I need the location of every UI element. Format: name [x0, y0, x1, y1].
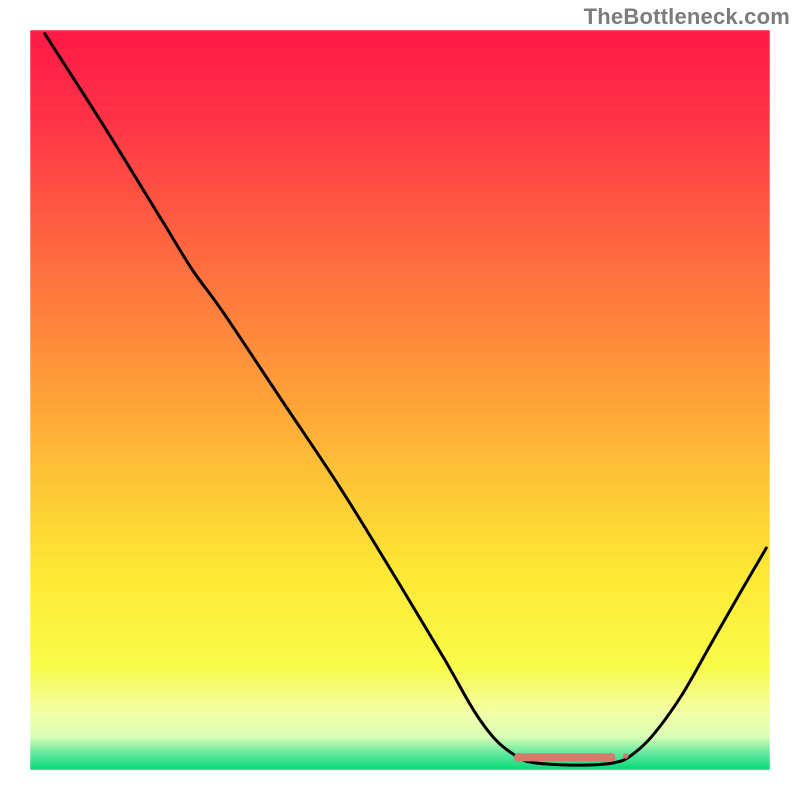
- optimal-range-marker: [514, 753, 629, 762]
- bottleneck-chart: [0, 0, 800, 800]
- plot-area: [30, 30, 770, 770]
- gradient-bg: [30, 30, 770, 770]
- chart-container: TheBottleneck.com: [0, 0, 800, 800]
